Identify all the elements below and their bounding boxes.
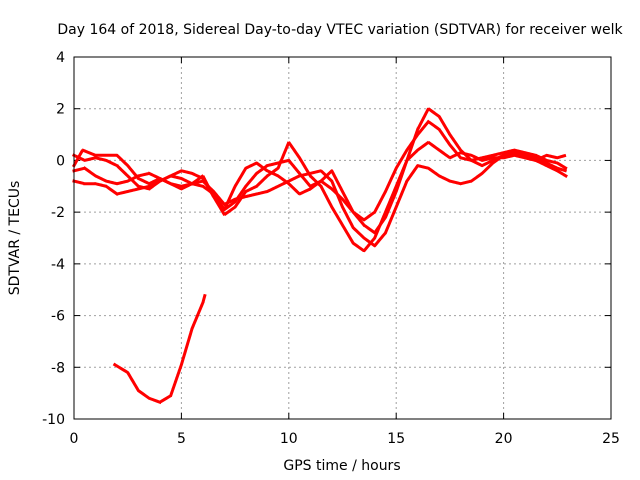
x-axis-label: GPS time / hours bbox=[283, 458, 400, 474]
series-track-1 bbox=[71, 140, 568, 253]
y-tick-label: 0 bbox=[56, 153, 65, 169]
series-track-5 bbox=[112, 293, 207, 404]
data-series bbox=[71, 107, 568, 404]
x-tick-label: 0 bbox=[70, 431, 79, 447]
gridlines bbox=[74, 57, 611, 419]
x-tick-label: 20 bbox=[495, 431, 513, 447]
axis-ticks bbox=[73, 56, 612, 420]
series-track-4 bbox=[72, 151, 568, 248]
y-tick-labels: -10 -8 -6 -4 -2 0 2 4 bbox=[42, 50, 65, 428]
y-tick-label: 4 bbox=[56, 50, 65, 66]
y-tick-label: -6 bbox=[51, 309, 65, 325]
x-tick-label: 25 bbox=[602, 431, 620, 447]
series-track-3 bbox=[72, 120, 568, 222]
x-tick-label: 15 bbox=[387, 431, 405, 447]
x-tick-label: 5 bbox=[177, 431, 186, 447]
y-axis-label: SDTVAR / TECUs bbox=[7, 181, 23, 296]
x-tick-label: 10 bbox=[280, 431, 298, 447]
y-tick-label: -8 bbox=[51, 360, 65, 376]
y-tick-label: -2 bbox=[51, 205, 65, 221]
y-tick-label: 2 bbox=[56, 102, 65, 118]
y-tick-label: -4 bbox=[51, 257, 65, 273]
x-tick-labels: 0 5 10 15 20 25 bbox=[70, 431, 620, 447]
y-tick-label: -10 bbox=[42, 412, 65, 428]
chart-title: Day 164 of 2018, Sidereal Day-to-day VTE… bbox=[57, 22, 623, 38]
plot-frame bbox=[73, 56, 612, 420]
